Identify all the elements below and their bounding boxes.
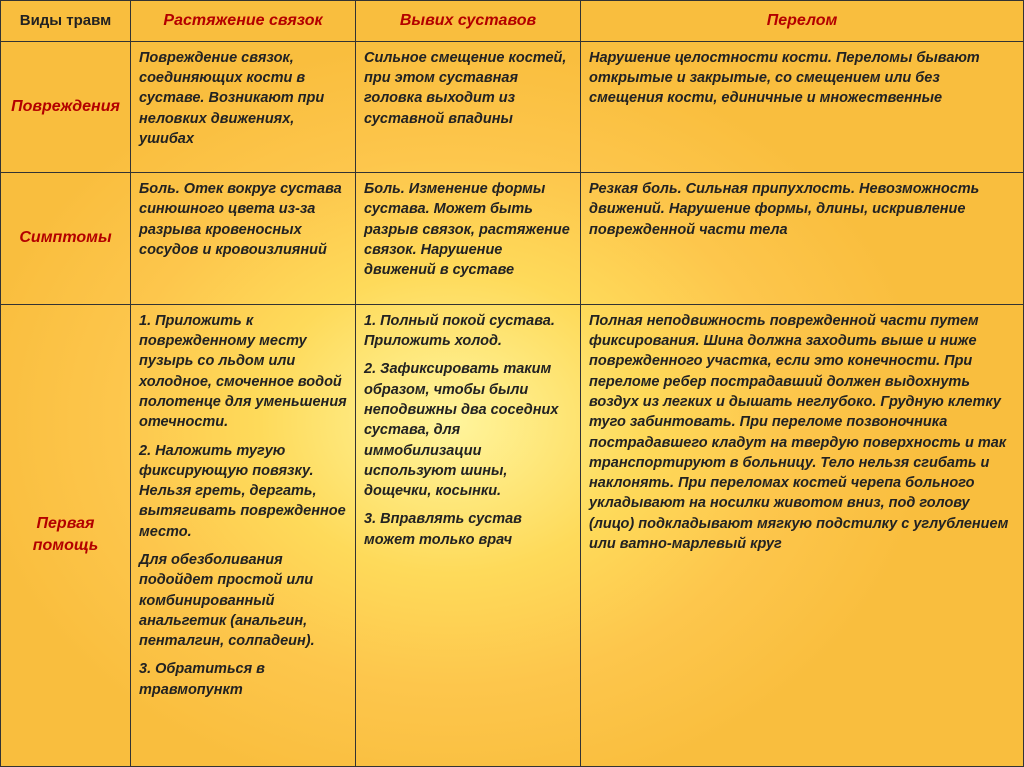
cell-firstaid-dislocation: 1. Полный покой сустава. Приложить холод… bbox=[356, 304, 581, 766]
firstaid-disloc-p2: 2. Зафиксировать таким образом, чтобы бы… bbox=[364, 361, 558, 499]
firstaid-sprain-p4: 3. Обратиться в травмопункт bbox=[139, 661, 265, 697]
row-symptoms: Симптомы Боль. Отек вокруг сустава синюш… bbox=[1, 173, 1024, 305]
row-damage: Повреждения Повреждение связок, соединяю… bbox=[1, 41, 1024, 173]
row-firstaid: Первая помощь 1. Приложить к поврежденно… bbox=[1, 304, 1024, 766]
row-label-symptoms: Симптомы bbox=[1, 173, 131, 305]
col-header-sprain: Растяжение связок bbox=[131, 1, 356, 42]
cell-symptoms-fracture: Резкая боль. Сильная припухлость. Невозм… bbox=[581, 173, 1024, 305]
cell-damage-sprain: Повреждение связок, соединяющих кости в … bbox=[131, 41, 356, 173]
injuries-table: Виды травм Растяжение связок Вывих суста… bbox=[0, 0, 1024, 767]
cell-symptoms-sprain: Боль. Отек вокруг сустава синюшного цвет… bbox=[131, 173, 356, 305]
col-header-types: Виды травм bbox=[1, 1, 131, 42]
cell-damage-fracture: Нарушение целостности кости. Переломы бы… bbox=[581, 41, 1024, 173]
cell-symptoms-dislocation: Боль. Изменение формы сустава. Может быт… bbox=[356, 173, 581, 305]
cell-firstaid-fracture: Полная неподвижность поврежденной части … bbox=[581, 304, 1024, 766]
row-label-damage: Повреждения bbox=[1, 41, 131, 173]
cell-firstaid-sprain: 1. Приложить к поврежденному месту пузыр… bbox=[131, 304, 356, 766]
col-header-dislocation: Вывих суставов bbox=[356, 1, 581, 42]
cell-damage-dislocation: Сильное смещение костей, при этом сустав… bbox=[356, 41, 581, 173]
row-label-firstaid: Первая помощь bbox=[1, 304, 131, 766]
firstaid-disloc-p1: 1. Полный покой сустава. Приложить холод… bbox=[364, 313, 555, 349]
firstaid-sprain-p2: 2. Наложить тугую фиксирующую повязку. Н… bbox=[139, 443, 346, 540]
firstaid-disloc-p3: 3. Вправлять сустав может только врач bbox=[364, 511, 522, 547]
firstaid-sprain-p3: Для обезболивания подойдет простой или к… bbox=[139, 552, 315, 649]
col-header-fracture: Перелом bbox=[581, 1, 1024, 42]
firstaid-sprain-p1: 1. Приложить к поврежденному месту пузыр… bbox=[139, 313, 347, 430]
